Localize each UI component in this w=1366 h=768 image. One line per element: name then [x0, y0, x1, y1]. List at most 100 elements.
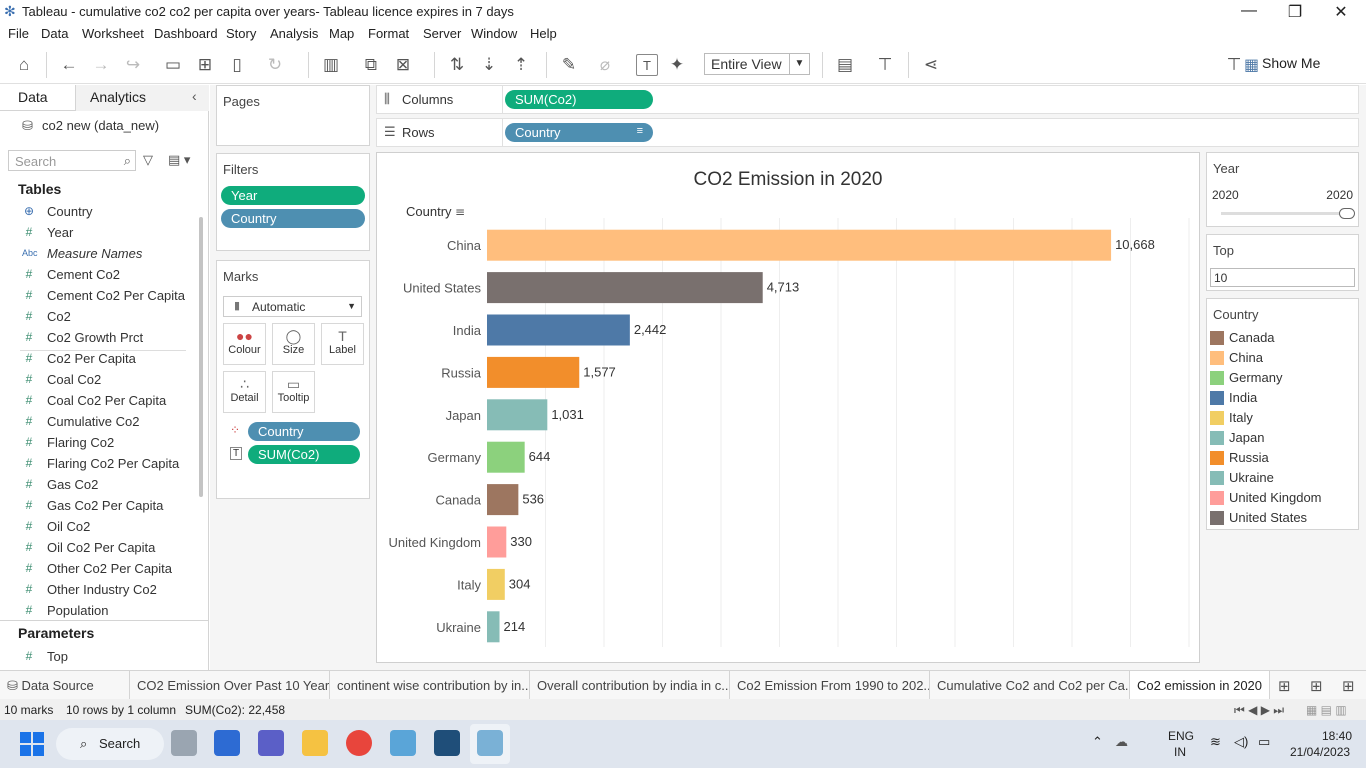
field-item[interactable]: # Cement Co2 Per Capita: [0, 285, 195, 306]
minimize-icon[interactable]: —: [1241, 2, 1257, 19]
home-icon[interactable]: ⌂: [18, 55, 30, 74]
pause-updates-icon[interactable]: ▯: [232, 55, 242, 74]
volume-icon[interactable]: ◁): [1234, 734, 1249, 749]
field-item[interactable]: # Coal Co2 Per Capita: [0, 390, 195, 411]
sheet-tab[interactable]: CO2 Emission Over Past 10 Years: [130, 671, 330, 699]
columns-pill-sum-co2[interactable]: SUM(Co2): [505, 90, 653, 109]
chrome-icon[interactable]: [346, 730, 372, 756]
menu-window[interactable]: Window: [471, 26, 518, 41]
menu-analysis[interactable]: Analysis: [270, 26, 319, 41]
legend-item[interactable]: Germany: [1210, 370, 1356, 386]
new-datasource-icon[interactable]: ⊞: [197, 55, 213, 74]
duplicate-icon[interactable]: ⧉: [364, 55, 378, 74]
parameter-top[interactable]: # Top: [0, 646, 195, 667]
field-item[interactable]: # Population: [0, 600, 195, 621]
replay-icon[interactable]: ↪: [125, 55, 141, 74]
sheet-tab[interactable]: Co2 Emission From 1990 to 202...: [730, 671, 930, 699]
tableau-icon[interactable]: [477, 730, 503, 756]
detail-button[interactable]: ∴ Detail: [223, 371, 266, 413]
mark-type-dropdown[interactable]: ▮ Automatic ▼: [223, 296, 362, 317]
legend-item[interactable]: United States: [1210, 510, 1356, 526]
view-toggle-icon[interactable]: ▦ ▤ ▥: [1306, 703, 1347, 717]
tooltip-button[interactable]: ▭ Tooltip: [272, 371, 315, 413]
datasource-name[interactable]: co2 new (data_new): [42, 118, 160, 133]
clock-date[interactable]: 21/04/2023: [1290, 745, 1351, 759]
field-item[interactable]: Abc Measure Names: [0, 243, 195, 264]
colour-button[interactable]: ●● Colour: [223, 323, 266, 365]
refresh-icon[interactable]: ↻: [267, 55, 283, 74]
language-code[interactable]: ENG: [1168, 729, 1195, 743]
show-me-button[interactable]: Show Me: [1262, 55, 1321, 71]
new-dashboard-icon[interactable]: ⊞: [1310, 678, 1323, 695]
columns-shelf[interactable]: ⫼ Columns SUM(Co2): [376, 85, 1359, 114]
mark-pill-sum-co2[interactable]: SUM(Co2): [248, 445, 360, 464]
view-options-icon[interactable]: ▤ ▾: [168, 152, 191, 167]
legend-item[interactable]: United Kingdom: [1210, 490, 1356, 506]
menu-help[interactable]: Help: [530, 26, 557, 41]
fit-dropdown[interactable]: Entire View ▼: [704, 53, 810, 75]
close-icon[interactable]: ✕: [1334, 4, 1348, 21]
taskbar-search[interactable]: ⌕ Search: [56, 728, 164, 760]
menu-server[interactable]: Server: [423, 26, 462, 41]
onedrive-icon[interactable]: ☁: [1115, 734, 1128, 749]
restore-icon[interactable]: ❐: [1287, 4, 1303, 21]
legend-item[interactable]: India: [1210, 390, 1356, 406]
highlight-icon[interactable]: ✎: [561, 55, 577, 74]
rows-shelf[interactable]: ☰ Rows Country ≡: [376, 118, 1359, 147]
menu-data[interactable]: Data: [41, 26, 69, 41]
pages-shelf[interactable]: Pages: [216, 85, 370, 146]
region-code[interactable]: IN: [1174, 745, 1186, 759]
label-button[interactable]: T Label: [321, 323, 364, 365]
field-item[interactable]: # Other Industry Co2: [0, 579, 195, 600]
field-item[interactable]: # Oil Co2 Per Capita: [0, 537, 195, 558]
sheet-tab[interactable]: Overall contribution by india in c...: [530, 671, 730, 699]
new-story-icon[interactable]: ⊞: [1342, 678, 1355, 695]
legend-item[interactable]: Canada: [1210, 330, 1356, 346]
top-parameter-input[interactable]: 10: [1210, 268, 1355, 287]
field-item[interactable]: # Cement Co2: [0, 264, 195, 285]
rows-pill-country[interactable]: Country ≡: [505, 123, 653, 142]
widgets-icon[interactable]: [214, 730, 240, 756]
group-icon[interactable]: ⌀: [599, 55, 611, 74]
tab-analytics[interactable]: Analytics: [90, 89, 147, 105]
file-explorer-icon[interactable]: [302, 730, 328, 756]
field-item[interactable]: # Cumulative Co2: [0, 411, 195, 432]
share-icon[interactable]: ⋖: [923, 55, 939, 74]
save-icon[interactable]: ▭: [164, 55, 182, 74]
sort-asc-icon[interactable]: ⇣: [481, 55, 497, 74]
mark-pill-country[interactable]: Country: [248, 422, 360, 441]
sheet-tab[interactable]: Co2 emission in 2020: [1130, 671, 1270, 699]
redo-icon[interactable]: →: [92, 55, 110, 74]
sheet-tab[interactable]: continent wise contribution by in...: [330, 671, 530, 699]
menu-story[interactable]: Story: [226, 26, 257, 41]
filters-shelf[interactable]: Filters Year Country: [216, 153, 370, 251]
tab-data[interactable]: Data: [18, 89, 48, 105]
field-item[interactable]: ⊕ Country: [0, 201, 195, 222]
sheet-nav-icon[interactable]: ⏮ ◀ ▶ ⏭: [1234, 703, 1285, 717]
field-item[interactable]: # Gas Co2 Per Capita: [0, 495, 195, 516]
menu-dashboard[interactable]: Dashboard: [154, 26, 218, 41]
tab-data-source[interactable]: ⛁ Data Source: [0, 671, 130, 699]
show-me-icon[interactable]: ▦: [1244, 57, 1260, 74]
windows-start-icon[interactable]: [20, 732, 44, 756]
field-item[interactable]: # Gas Co2: [0, 474, 195, 495]
new-worksheet-icon[interactable]: ⊞: [1278, 678, 1291, 695]
field-item[interactable]: # Flaring Co2: [0, 432, 195, 453]
field-item[interactable]: # Co2 Per Capita: [0, 348, 195, 369]
field-item[interactable]: # Co2: [0, 306, 195, 327]
size-button[interactable]: ◯ Size: [272, 323, 315, 365]
swap-icon[interactable]: ⇅: [449, 55, 465, 74]
field-item[interactable]: # Oil Co2: [0, 516, 195, 537]
show-cards-icon[interactable]: ▤: [836, 55, 854, 74]
presentation-icon[interactable]: ⊤: [877, 55, 893, 74]
menu-worksheet[interactable]: Worksheet: [82, 26, 144, 41]
year-slider-handle[interactable]: [1339, 208, 1355, 219]
menu-map[interactable]: Map: [329, 26, 355, 41]
year-slider-track[interactable]: [1221, 212, 1351, 215]
wifi-icon[interactable]: ≋: [1210, 734, 1221, 749]
clear-sheet-icon[interactable]: ⊠: [395, 55, 411, 74]
show-labels-icon[interactable]: T: [636, 54, 658, 76]
field-item[interactable]: # Coal Co2: [0, 369, 195, 390]
legend-item[interactable]: Japan: [1210, 430, 1356, 446]
fix-axes-icon[interactable]: ✦: [669, 55, 685, 74]
